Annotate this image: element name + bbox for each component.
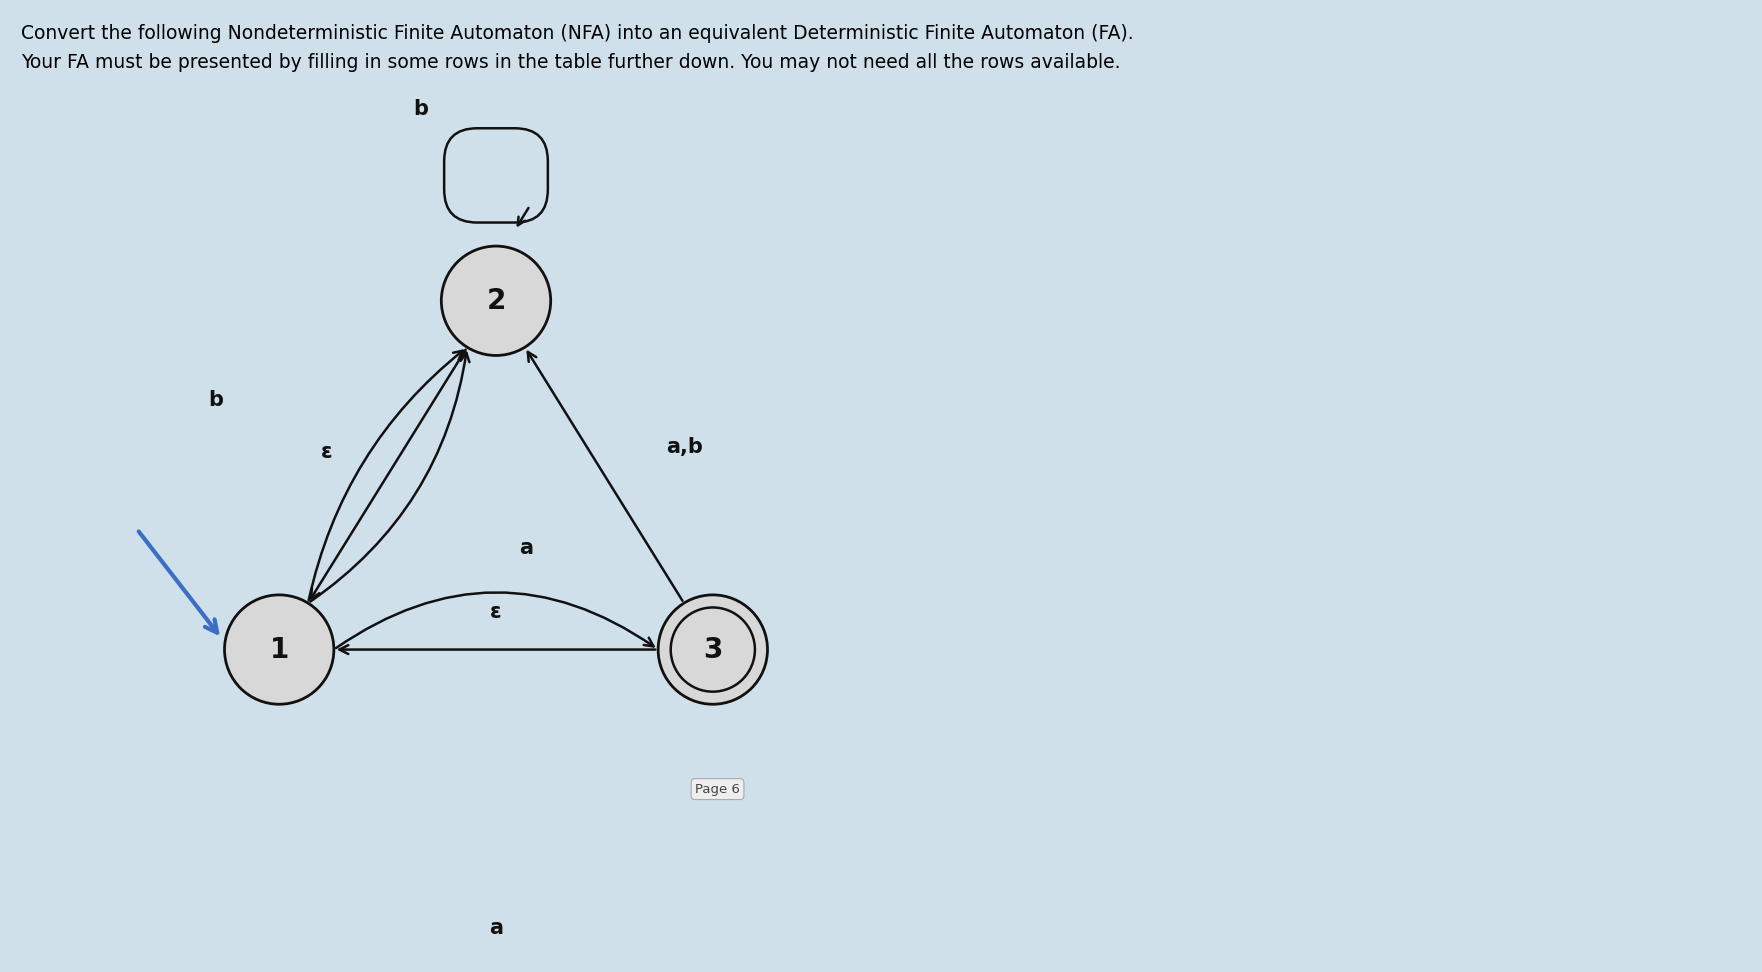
Text: 1: 1 [270,636,289,664]
Text: 2: 2 [486,287,506,315]
Text: a,b: a,b [666,436,703,457]
Text: ε: ε [321,441,331,462]
Text: Convert the following Nondeterministic Finite Automaton (NFA) into an equivalent: Convert the following Nondeterministic F… [21,24,1133,44]
Text: a: a [490,918,502,938]
Text: 3: 3 [703,636,722,664]
Circle shape [440,246,552,356]
Text: Page 6: Page 6 [694,782,740,795]
Text: b: b [208,390,224,410]
Text: ε: ε [490,602,502,622]
Text: b: b [412,99,428,119]
Text: Your FA must be presented by filling in some rows in the table further down. You: Your FA must be presented by filling in … [21,53,1121,73]
Circle shape [224,595,333,705]
Circle shape [659,595,768,705]
Text: a: a [518,538,532,558]
